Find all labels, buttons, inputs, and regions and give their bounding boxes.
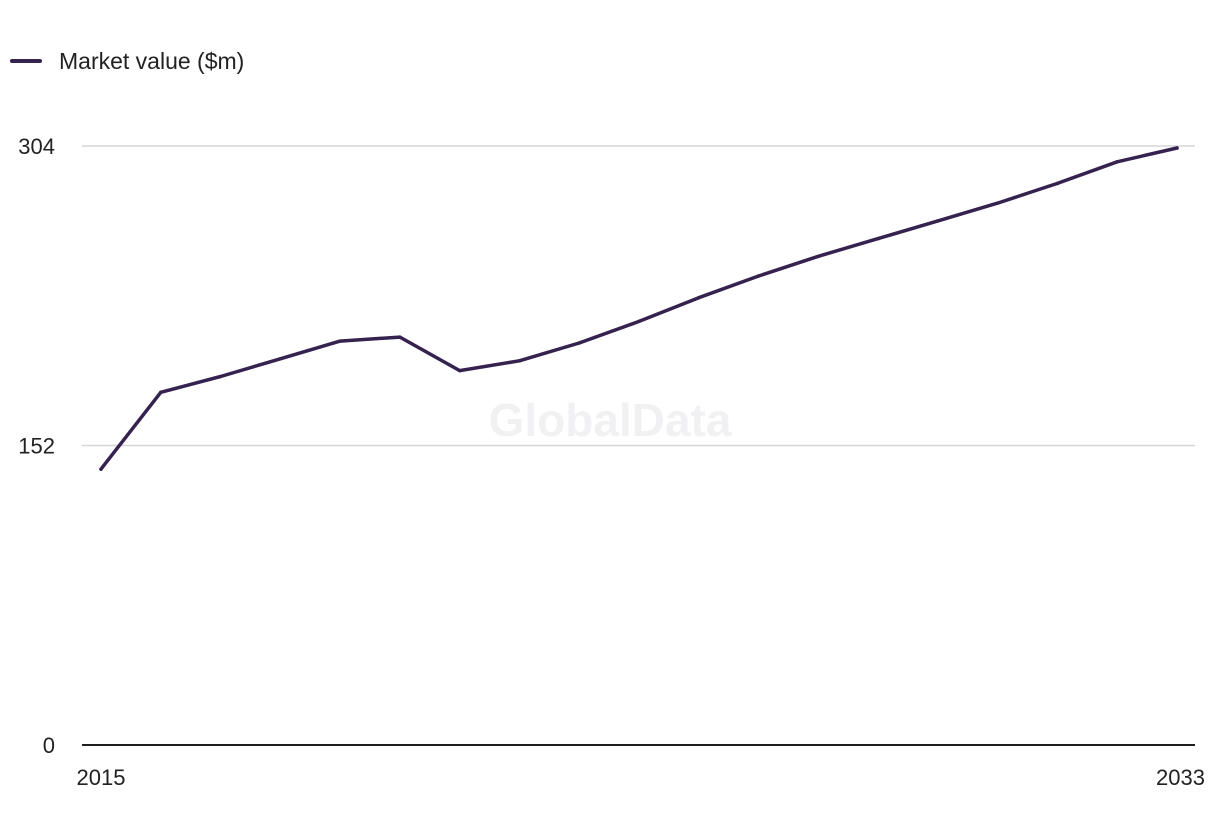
data-point xyxy=(1055,181,1060,186)
data-point xyxy=(159,390,163,395)
data-point xyxy=(936,219,940,223)
gridlines xyxy=(82,145,1195,447)
data-point xyxy=(876,236,880,241)
watermark-text: GlobalData xyxy=(489,394,732,446)
data-point xyxy=(99,467,103,471)
data-point xyxy=(278,357,283,361)
legend: Market value ($m) xyxy=(10,44,244,78)
data-point xyxy=(756,274,761,278)
x-tick-label: 2015 xyxy=(77,765,126,790)
series-layer xyxy=(99,146,1179,471)
data-point xyxy=(697,295,701,300)
data-point xyxy=(637,319,641,324)
data-point xyxy=(1115,160,1119,164)
y-tick-label: 0 xyxy=(43,733,55,758)
x-tick-label: 2033 xyxy=(1156,765,1205,790)
data-point xyxy=(398,335,402,339)
data-point xyxy=(995,201,1000,205)
data-point xyxy=(457,368,462,373)
data-point xyxy=(218,374,223,379)
data-point xyxy=(1175,146,1179,150)
data-point xyxy=(517,359,522,363)
data-point xyxy=(577,341,581,345)
data-point xyxy=(338,339,342,343)
data-point xyxy=(816,254,821,259)
legend-label: Market value ($m) xyxy=(59,48,245,74)
legend-swatch xyxy=(10,59,42,63)
y-tick-label: 304 xyxy=(18,134,55,159)
y-tick-label: 152 xyxy=(18,434,55,459)
tick-labels: 0 152 304 2015 2033 xyxy=(18,134,1205,790)
